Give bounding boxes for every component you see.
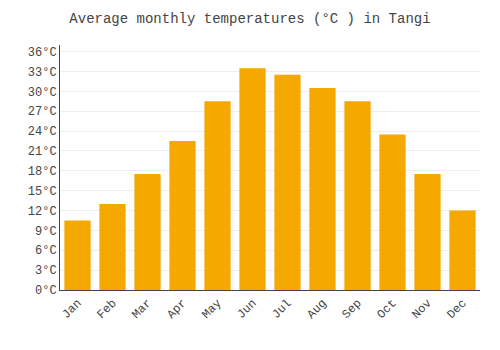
svg-text:30°C: 30°C — [28, 86, 57, 100]
svg-text:24°C: 24°C — [28, 125, 57, 139]
svg-text:Nov: Nov — [409, 297, 434, 322]
svg-text:Aug: Aug — [304, 297, 329, 322]
svg-text:Mar: Mar — [129, 297, 154, 322]
svg-text:12°C: 12°C — [28, 205, 57, 219]
svg-text:Jun: Jun — [234, 297, 259, 322]
svg-text:Jul: Jul — [269, 297, 294, 322]
svg-text:May: May — [199, 297, 224, 322]
svg-text:Sep: Sep — [339, 297, 364, 322]
svg-text:Dec: Dec — [444, 297, 469, 322]
svg-text:3°C: 3°C — [35, 264, 57, 278]
svg-text:18°C: 18°C — [28, 165, 57, 179]
svg-text:0°C: 0°C — [35, 284, 57, 298]
svg-text:6°C: 6°C — [35, 244, 57, 258]
svg-text:Oct: Oct — [374, 297, 399, 322]
svg-text:21°C: 21°C — [28, 145, 57, 159]
svg-text:9°C: 9°C — [35, 225, 57, 239]
svg-text:Apr: Apr — [164, 297, 189, 322]
svg-text:Jan: Jan — [59, 297, 84, 322]
svg-text:15°C: 15°C — [28, 185, 57, 199]
svg-text:Average monthly temperatures (: Average monthly temperatures (°C ) in Ta… — [69, 11, 430, 27]
svg-text:27°C: 27°C — [28, 105, 57, 119]
svg-text:33°C: 33°C — [28, 66, 57, 80]
svg-text:36°C: 36°C — [28, 46, 57, 60]
svg-text:Feb: Feb — [94, 297, 119, 322]
